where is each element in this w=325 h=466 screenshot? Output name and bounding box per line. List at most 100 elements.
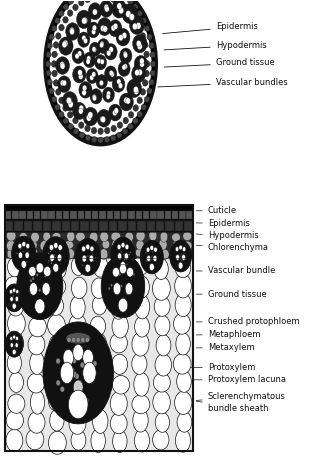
Ellipse shape (26, 261, 27, 263)
Ellipse shape (97, 110, 111, 127)
Ellipse shape (62, 92, 77, 111)
Ellipse shape (43, 286, 45, 289)
Ellipse shape (34, 286, 36, 289)
Ellipse shape (113, 273, 130, 297)
Ellipse shape (118, 61, 130, 76)
Ellipse shape (122, 33, 127, 39)
Ellipse shape (173, 240, 180, 251)
Ellipse shape (49, 374, 66, 393)
Ellipse shape (71, 430, 86, 450)
Ellipse shape (16, 289, 19, 294)
Ellipse shape (9, 289, 13, 294)
Bar (136, 211, 142, 219)
Ellipse shape (69, 333, 86, 356)
Bar (34, 211, 40, 219)
Ellipse shape (84, 398, 88, 404)
Text: Epidermis: Epidermis (196, 219, 250, 228)
Bar (24, 220, 32, 231)
Bar (143, 211, 149, 219)
Ellipse shape (63, 4, 69, 10)
Ellipse shape (144, 26, 150, 32)
Ellipse shape (71, 256, 86, 275)
Ellipse shape (132, 65, 146, 82)
Text: Metaxylem: Metaxylem (196, 343, 254, 352)
Ellipse shape (64, 241, 73, 249)
Ellipse shape (183, 256, 184, 257)
Ellipse shape (111, 295, 126, 319)
Ellipse shape (153, 255, 157, 261)
Circle shape (42, 237, 69, 275)
Ellipse shape (103, 26, 108, 32)
Bar (107, 211, 113, 219)
Ellipse shape (70, 28, 74, 35)
Ellipse shape (98, 18, 111, 35)
Ellipse shape (82, 35, 86, 41)
Ellipse shape (109, 20, 122, 37)
Ellipse shape (111, 125, 116, 132)
Ellipse shape (118, 83, 123, 89)
Ellipse shape (98, 128, 103, 135)
Ellipse shape (19, 240, 27, 248)
Circle shape (17, 253, 63, 320)
Ellipse shape (10, 293, 11, 294)
Ellipse shape (56, 89, 61, 95)
Bar (147, 220, 155, 231)
Bar (128, 220, 136, 231)
Ellipse shape (83, 17, 87, 24)
Ellipse shape (92, 95, 96, 100)
Ellipse shape (132, 332, 149, 356)
Ellipse shape (149, 240, 157, 250)
Ellipse shape (48, 88, 54, 94)
Ellipse shape (100, 41, 104, 47)
Ellipse shape (72, 277, 87, 299)
Ellipse shape (66, 23, 80, 40)
Ellipse shape (5, 276, 23, 296)
Ellipse shape (12, 297, 13, 298)
Circle shape (5, 331, 23, 357)
Ellipse shape (119, 34, 123, 41)
Ellipse shape (90, 372, 107, 391)
Ellipse shape (88, 112, 93, 118)
Ellipse shape (183, 241, 192, 251)
Circle shape (101, 255, 145, 318)
Ellipse shape (75, 54, 79, 59)
Ellipse shape (123, 262, 124, 263)
Ellipse shape (105, 127, 110, 134)
Ellipse shape (112, 430, 127, 452)
Ellipse shape (70, 27, 74, 34)
Ellipse shape (58, 111, 64, 117)
Ellipse shape (83, 52, 96, 68)
Ellipse shape (13, 288, 16, 292)
Bar (12, 211, 19, 219)
Ellipse shape (71, 351, 87, 375)
Ellipse shape (128, 0, 133, 4)
Circle shape (68, 390, 88, 419)
Ellipse shape (117, 283, 120, 286)
Ellipse shape (130, 252, 131, 253)
Ellipse shape (98, 39, 109, 54)
Ellipse shape (18, 243, 22, 249)
Bar (33, 220, 42, 231)
Ellipse shape (92, 254, 93, 256)
Ellipse shape (91, 29, 96, 34)
Ellipse shape (147, 255, 151, 261)
Ellipse shape (135, 429, 150, 452)
Ellipse shape (6, 240, 15, 251)
Ellipse shape (90, 75, 94, 80)
Ellipse shape (67, 10, 73, 16)
Ellipse shape (123, 64, 127, 69)
Text: Hypodermis: Hypodermis (196, 231, 259, 240)
Ellipse shape (133, 86, 138, 93)
Ellipse shape (152, 258, 153, 260)
Bar (5, 211, 11, 219)
Ellipse shape (153, 373, 170, 392)
Ellipse shape (58, 76, 71, 92)
Ellipse shape (111, 259, 126, 279)
Ellipse shape (63, 17, 68, 23)
Ellipse shape (7, 312, 25, 336)
Ellipse shape (154, 247, 157, 252)
Bar (63, 211, 70, 219)
Ellipse shape (119, 93, 133, 111)
Bar (128, 211, 135, 219)
Bar (43, 220, 51, 231)
